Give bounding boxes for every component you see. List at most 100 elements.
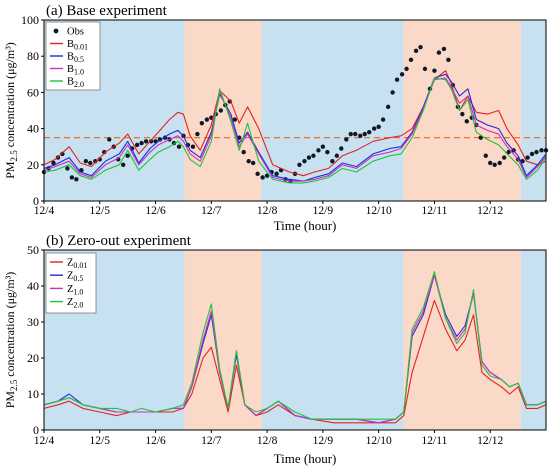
- obs-point: [483, 153, 488, 158]
- obs-point: [525, 155, 530, 160]
- x-tick-label: 12/10: [366, 435, 392, 447]
- obs-point: [344, 137, 349, 142]
- series-line-b0-01: [43, 70, 547, 177]
- y-tick-label: 40: [27, 122, 39, 136]
- obs-point: [534, 149, 539, 155]
- obs-point: [520, 158, 525, 164]
- obs-point: [385, 104, 391, 110]
- x-tick-label: 12/6: [145, 435, 166, 447]
- series-line-b2-0: [43, 77, 547, 184]
- y-tick-label: 20: [27, 158, 39, 172]
- obs-point: [139, 140, 144, 146]
- obs-point: [97, 157, 102, 162]
- x-tick-label: 12/5: [90, 435, 111, 447]
- x-tick-label: 12/7: [201, 435, 222, 447]
- x-tick-label: 12/11: [422, 435, 448, 447]
- legend-marker: [53, 28, 59, 34]
- obs-point: [320, 144, 326, 149]
- chart-title: (a) Base experiment: [46, 3, 168, 19]
- obs-point: [376, 124, 381, 129]
- obs-point: [69, 175, 75, 180]
- obs-point: [460, 111, 465, 117]
- obs-point: [436, 50, 442, 55]
- obs-point: [348, 131, 353, 137]
- obs-point: [362, 131, 367, 137]
- obs-point: [432, 68, 437, 73]
- obs-point: [422, 66, 428, 72]
- obs-point: [306, 155, 312, 160]
- y-tick-label: 100: [21, 13, 39, 27]
- period-band-orange: [184, 20, 262, 201]
- obs-point: [334, 153, 340, 158]
- legend-label: B0.01: [67, 39, 88, 52]
- obs-point: [372, 126, 377, 131]
- y-tick-label: 0: [33, 194, 39, 208]
- obs-point: [353, 131, 358, 137]
- chart-title: (b) Zero-out experiment: [46, 233, 192, 249]
- x-tick-label: 12/9: [313, 205, 334, 217]
- obs-point: [65, 166, 70, 171]
- chart-panel-b: 0 10 20 30 40 50 12/4 12/5 12/6 12/7 12/8 12/9 12/10…: [3, 233, 547, 466]
- obs-point: [250, 160, 256, 166]
- y-axis-label: PM2.5 concentration (μg/m³): [3, 272, 19, 409]
- obs-point: [88, 160, 93, 166]
- obs-point: [148, 139, 154, 144]
- obs-point: [102, 149, 107, 155]
- legend-label: B2.0: [67, 77, 84, 90]
- y-tick-label: 20: [27, 351, 39, 365]
- series-line-z2-0: [43, 271, 547, 420]
- obs-point: [274, 171, 279, 177]
- x-tick-label: 12/12: [477, 205, 503, 217]
- obs-point: [93, 158, 98, 164]
- y-tick-label: 40: [27, 279, 39, 293]
- obs-point: [199, 120, 205, 126]
- chart-panel-a: 0 20 40 60 80 100 12/4 12/5 12/6 12/7 12/8 12/9 12/1…: [3, 3, 549, 233]
- obs-point: [399, 72, 405, 77]
- obs-point: [446, 57, 451, 63]
- obs-point: [218, 108, 224, 113]
- y-axis-label: PM2.5 concentration (μg/m³): [3, 42, 19, 179]
- obs-point: [404, 66, 409, 72]
- obs-point: [529, 151, 535, 157]
- x-tick-label: 12/4: [34, 435, 55, 447]
- obs-point: [330, 158, 335, 164]
- y-tick-label: 10: [27, 387, 39, 401]
- obs-point: [121, 162, 126, 167]
- obs-point: [358, 133, 363, 139]
- obs-point: [339, 146, 344, 151]
- x-axis-label: Time (hour): [274, 451, 337, 466]
- obs-point: [246, 158, 251, 164]
- obs-point: [260, 175, 265, 180]
- legend-label: Z2.0: [67, 297, 83, 310]
- obs-point: [506, 149, 511, 155]
- obs-point: [316, 148, 321, 153]
- obs-point: [501, 155, 507, 160]
- obs-point: [413, 48, 419, 53]
- obs-point: [107, 137, 112, 142]
- y-tick-label: 30: [27, 315, 39, 329]
- y-tick-label: 80: [27, 49, 39, 63]
- obs-point: [74, 177, 79, 182]
- legend-label: B1.0: [67, 64, 84, 77]
- obs-point: [125, 153, 130, 158]
- obs-point: [51, 160, 56, 166]
- x-tick-label: 12/8: [257, 435, 278, 447]
- series-line-b0-5: [43, 73, 547, 182]
- obs-point: [302, 158, 307, 164]
- x-tick-label: 12/6: [145, 205, 166, 217]
- obs-point: [204, 117, 210, 122]
- obs-point: [311, 153, 316, 158]
- obs-point: [297, 162, 302, 167]
- x-tick-label: 12/9: [313, 435, 334, 447]
- obs-point: [390, 90, 395, 95]
- obs-point: [478, 135, 483, 140]
- obs-point: [418, 44, 423, 50]
- legend-label: B0.5: [67, 52, 84, 65]
- obs-point: [325, 149, 330, 155]
- period-band-blue: [261, 20, 404, 201]
- x-tick-label: 12/5: [90, 205, 111, 217]
- obs-point: [497, 160, 502, 166]
- obs-point: [488, 160, 493, 166]
